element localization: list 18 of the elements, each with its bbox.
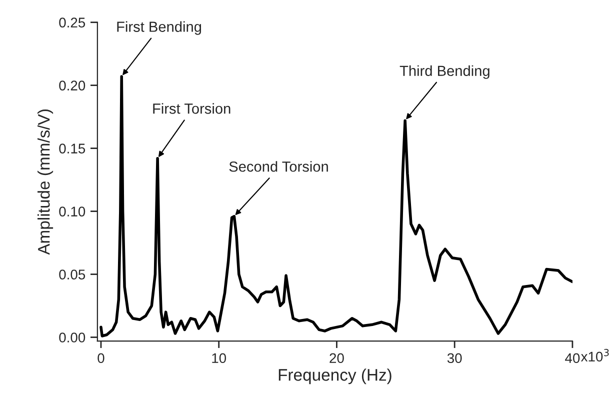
x-tick-label: 20: [330, 353, 344, 364]
annotation: Third Bending: [400, 65, 490, 79]
y-tick-label: 0.20: [59, 80, 86, 90]
x-tick-label: 0: [98, 353, 104, 364]
x-tick-label: 10: [212, 353, 226, 364]
annotation: First Torsion: [153, 103, 230, 114]
text: x10$^{3}$: [580, 348, 609, 362]
y-tick-label: 0.10: [59, 206, 86, 216]
y-tick-label: 0.25: [59, 18, 86, 28]
annotation: Second Torsion: [229, 161, 328, 172]
annotation: First Bending: [117, 21, 202, 35]
y-tick-label: 0.00: [59, 332, 86, 342]
x-tick-label: 40: [565, 353, 580, 364]
y-tick-label: 0.05: [59, 270, 86, 280]
y-axis-title: Amplitude (mm/s/V): [38, 110, 54, 255]
x-axis-title: Frequency (Hz): [278, 368, 392, 384]
y-tick-label: 0.15: [59, 144, 86, 154]
x-tick-label: 30: [447, 353, 462, 364]
